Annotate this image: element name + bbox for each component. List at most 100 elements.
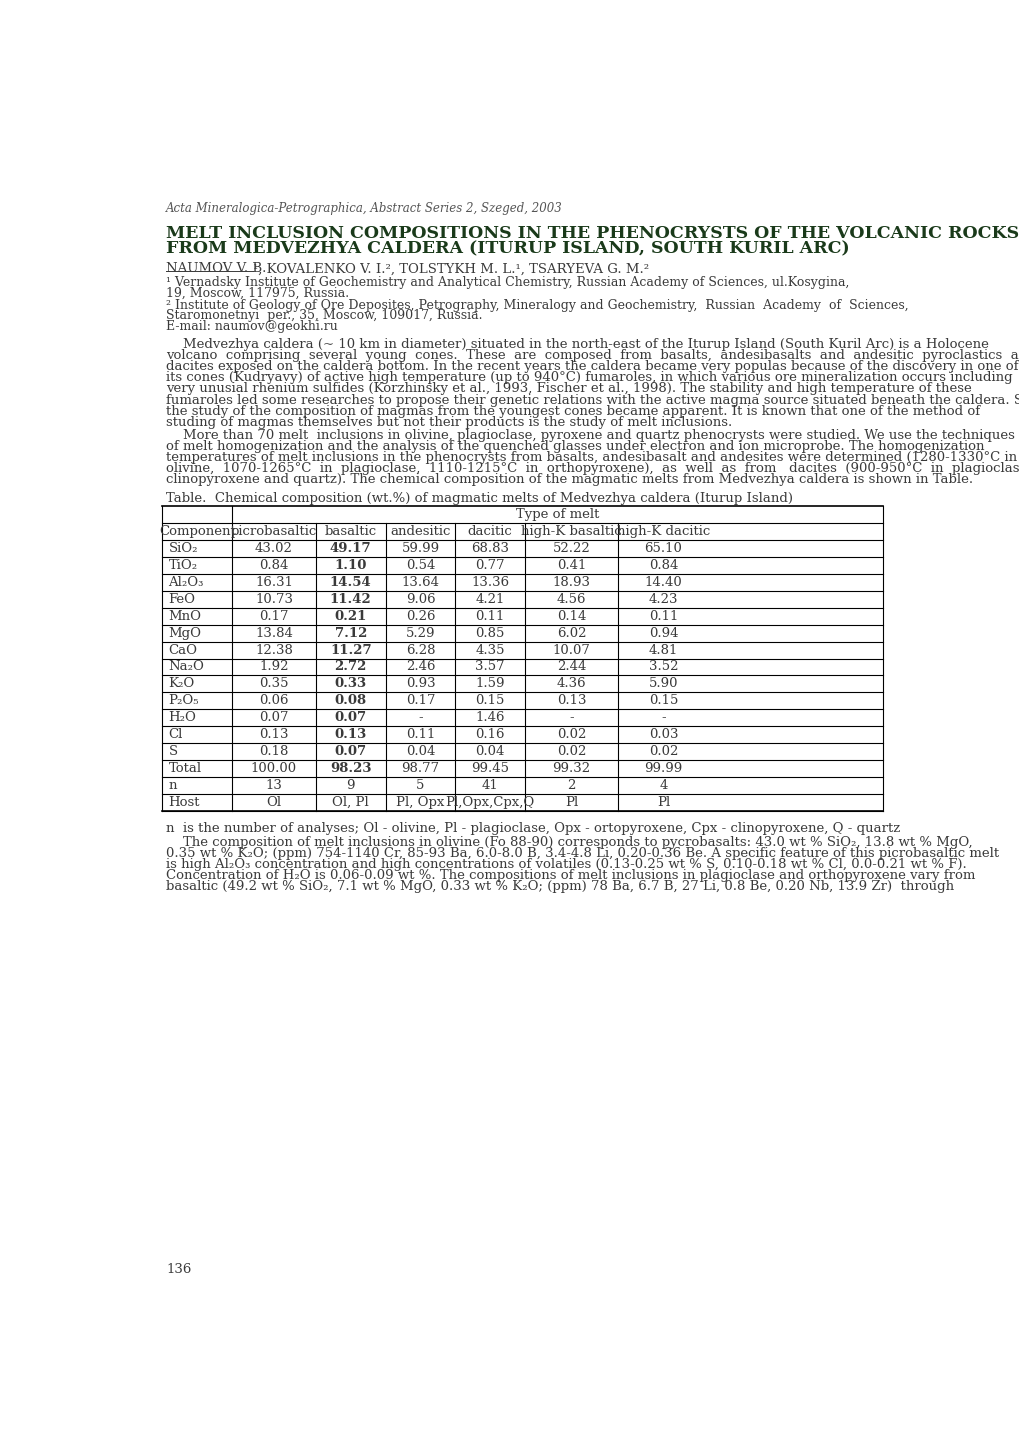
Text: Acta Mineralogica-Petrographica, Abstract Series 2, Szeged, 2003: Acta Mineralogica-Petrographica, Abstrac… (166, 202, 562, 215)
Text: 1.46: 1.46 (475, 711, 504, 724)
Text: 6.28: 6.28 (406, 643, 435, 656)
Text: Pl, Opx: Pl, Opx (395, 796, 444, 809)
Text: 0.84: 0.84 (259, 559, 288, 572)
Text: 0.04: 0.04 (475, 746, 504, 758)
Text: 99.45: 99.45 (471, 763, 508, 776)
Text: 4.81: 4.81 (648, 643, 678, 656)
Text: 0.15: 0.15 (648, 695, 678, 708)
Text: 4: 4 (658, 779, 667, 792)
Text: 13: 13 (265, 779, 282, 792)
Text: 7.12: 7.12 (334, 627, 367, 640)
Text: andesitic: andesitic (390, 525, 450, 538)
Text: high-K dacitic: high-K dacitic (616, 525, 709, 538)
Text: 0.14: 0.14 (556, 610, 586, 623)
Text: basaltic (49.2 wt % SiO₂, 7.1 wt % MgO, 0.33 wt % K₂O; (ppm) 78 Ba, 6.7 B, 27 Li: basaltic (49.2 wt % SiO₂, 7.1 wt % MgO, … (166, 880, 954, 893)
Text: 0.85: 0.85 (475, 627, 504, 640)
Text: 136: 136 (166, 1263, 192, 1276)
Text: 0.35: 0.35 (259, 678, 288, 691)
Text: 1.92: 1.92 (259, 660, 288, 673)
Text: 4.23: 4.23 (648, 593, 678, 606)
Text: 0.17: 0.17 (406, 695, 435, 708)
Text: 6.02: 6.02 (556, 627, 586, 640)
Text: 98.77: 98.77 (401, 763, 439, 776)
Text: H₂O: H₂O (168, 711, 197, 724)
Text: FROM MEDVEZHYA CALDERA (ITURUP ISLAND, SOUTH KURIL ARC): FROM MEDVEZHYA CALDERA (ITURUP ISLAND, S… (166, 241, 849, 258)
Text: S: S (168, 746, 177, 758)
Text: 5: 5 (416, 779, 424, 792)
Text: 12.38: 12.38 (255, 643, 292, 656)
Text: 0.21: 0.21 (334, 610, 367, 623)
Text: 13.84: 13.84 (255, 627, 292, 640)
Text: 5.90: 5.90 (648, 678, 678, 691)
Text: Medvezhya caldera (~ 10 km in diameter) situated in the north-east of the Iturup: Medvezhya caldera (~ 10 km in diameter) … (166, 337, 988, 350)
Text: 2.44: 2.44 (556, 660, 586, 673)
Text: picrobasaltic: picrobasaltic (230, 525, 317, 538)
Text: Table.  Chemical composition (wt.%) of magmatic melts of Medvezhya caldera (Itur: Table. Chemical composition (wt.%) of ma… (166, 492, 793, 505)
Text: high-K basaltic: high-K basaltic (521, 525, 622, 538)
Text: studing of magmas themselves but not their products is the study of melt inclusi: studing of magmas themselves but not the… (166, 415, 732, 428)
Text: 0.41: 0.41 (556, 559, 586, 572)
Text: More than 70 melt  inclusions in olivine, plagioclase, pyroxene and quartz pheno: More than 70 melt inclusions in olivine,… (166, 428, 1014, 441)
Text: 0.26: 0.26 (406, 610, 435, 623)
Text: 10.07: 10.07 (552, 643, 590, 656)
Text: Al₂O₃: Al₂O₃ (168, 575, 204, 588)
Text: 0.11: 0.11 (406, 728, 435, 741)
Text: Component: Component (159, 525, 235, 538)
Text: ² Institute of Geology of Ore Deposites, Petrography, Mineralogy and Geochemistr: ² Institute of Geology of Ore Deposites,… (166, 298, 908, 311)
Text: 18.93: 18.93 (552, 575, 590, 588)
Text: 0.02: 0.02 (556, 746, 586, 758)
Text: MgO: MgO (168, 627, 202, 640)
Text: 0.54: 0.54 (406, 559, 435, 572)
Text: Ol, Pl: Ol, Pl (332, 796, 369, 809)
Text: 0.07: 0.07 (259, 711, 288, 724)
Text: ¹, KOVALENKO V. I.², TOLSTYKH M. L.¹, TSARYEVA G. M.²: ¹, KOVALENKO V. I.², TOLSTYKH M. L.¹, TS… (253, 262, 648, 275)
Text: dacites exposed on the caldera bottom. In the recent years the caldera became ve: dacites exposed on the caldera bottom. I… (166, 360, 1018, 373)
Text: Staromonetnyi  per., 35, Moscow, 109017, Russia.: Staromonetnyi per., 35, Moscow, 109017, … (166, 310, 482, 323)
Text: n: n (168, 779, 177, 792)
Text: Cl: Cl (168, 728, 182, 741)
Text: 0.07: 0.07 (334, 711, 367, 724)
Text: The composition of melt inclusions in olivine (Fo 88-90) corresponds to pycrobas: The composition of melt inclusions in ol… (166, 835, 972, 849)
Text: of melt homogenization and the analysis of the quenched glasses under electron a: of melt homogenization and the analysis … (166, 440, 983, 453)
Text: 0.11: 0.11 (475, 610, 504, 623)
Text: Type of melt: Type of melt (516, 508, 599, 521)
Text: 16.31: 16.31 (255, 575, 292, 588)
Text: fumaroles led some researches to propose their genetic relations with the active: fumaroles led some researches to propose… (166, 394, 1019, 407)
Text: 65.10: 65.10 (644, 542, 682, 555)
Text: Total: Total (168, 763, 202, 776)
Text: 52.22: 52.22 (552, 542, 590, 555)
Text: 9.06: 9.06 (406, 593, 435, 606)
Text: clinopyroxene and quartz). The chemical composition of the magmatic melts from M: clinopyroxene and quartz). The chemical … (166, 473, 972, 486)
Text: 0.13: 0.13 (334, 728, 367, 741)
Text: CaO: CaO (168, 643, 198, 656)
Text: 14.54: 14.54 (329, 575, 371, 588)
Text: K₂O: K₂O (168, 678, 195, 691)
Text: 4.35: 4.35 (475, 643, 504, 656)
Text: 13.36: 13.36 (471, 575, 508, 588)
Text: 99.32: 99.32 (552, 763, 590, 776)
Text: 0.33: 0.33 (334, 678, 367, 691)
Text: ¹ Vernadsky Institute of Geochemistry and Analytical Chemistry, Russian Academy : ¹ Vernadsky Institute of Geochemistry an… (166, 277, 849, 290)
Text: 11.27: 11.27 (329, 643, 371, 656)
Text: 5.29: 5.29 (406, 627, 435, 640)
Text: 13.64: 13.64 (401, 575, 439, 588)
Text: 0.35 wt % K₂O; (ppm) 754-1140 Cr, 85-93 Ba, 6.0-8.0 B, 3.4-4.8 Li, 0.20-0.36 Be.: 0.35 wt % K₂O; (ppm) 754-1140 Cr, 85-93 … (166, 846, 999, 859)
Text: 1.59: 1.59 (475, 678, 504, 691)
Text: 59.99: 59.99 (401, 542, 439, 555)
Text: Host: Host (168, 796, 200, 809)
Text: 2.72: 2.72 (334, 660, 367, 673)
Text: 11.42: 11.42 (329, 593, 371, 606)
Text: Ol: Ol (266, 796, 281, 809)
Text: 43.02: 43.02 (255, 542, 292, 555)
Text: 98.23: 98.23 (329, 763, 371, 776)
Text: very unusial rhenium sulfides (Korzhinsky et al., 1993, Fischer et al., 1998). T: very unusial rhenium sulfides (Korzhinsk… (166, 382, 971, 395)
Text: MELT INCLUSION COMPOSITIONS IN THE PHENOCRYSTS OF THE VOLCANIC ROCKS: MELT INCLUSION COMPOSITIONS IN THE PHENO… (166, 225, 1018, 242)
Text: 0.16: 0.16 (475, 728, 504, 741)
Text: 0.11: 0.11 (648, 610, 678, 623)
Text: 4.36: 4.36 (556, 678, 586, 691)
Text: -: - (418, 711, 422, 724)
Text: temperatures of melt inclusions in the phenocrysts from basalts, andesibasalt an: temperatures of melt inclusions in the p… (166, 451, 1016, 464)
Text: MnO: MnO (168, 610, 202, 623)
Text: 49.17: 49.17 (329, 542, 371, 555)
Text: 4.56: 4.56 (556, 593, 586, 606)
